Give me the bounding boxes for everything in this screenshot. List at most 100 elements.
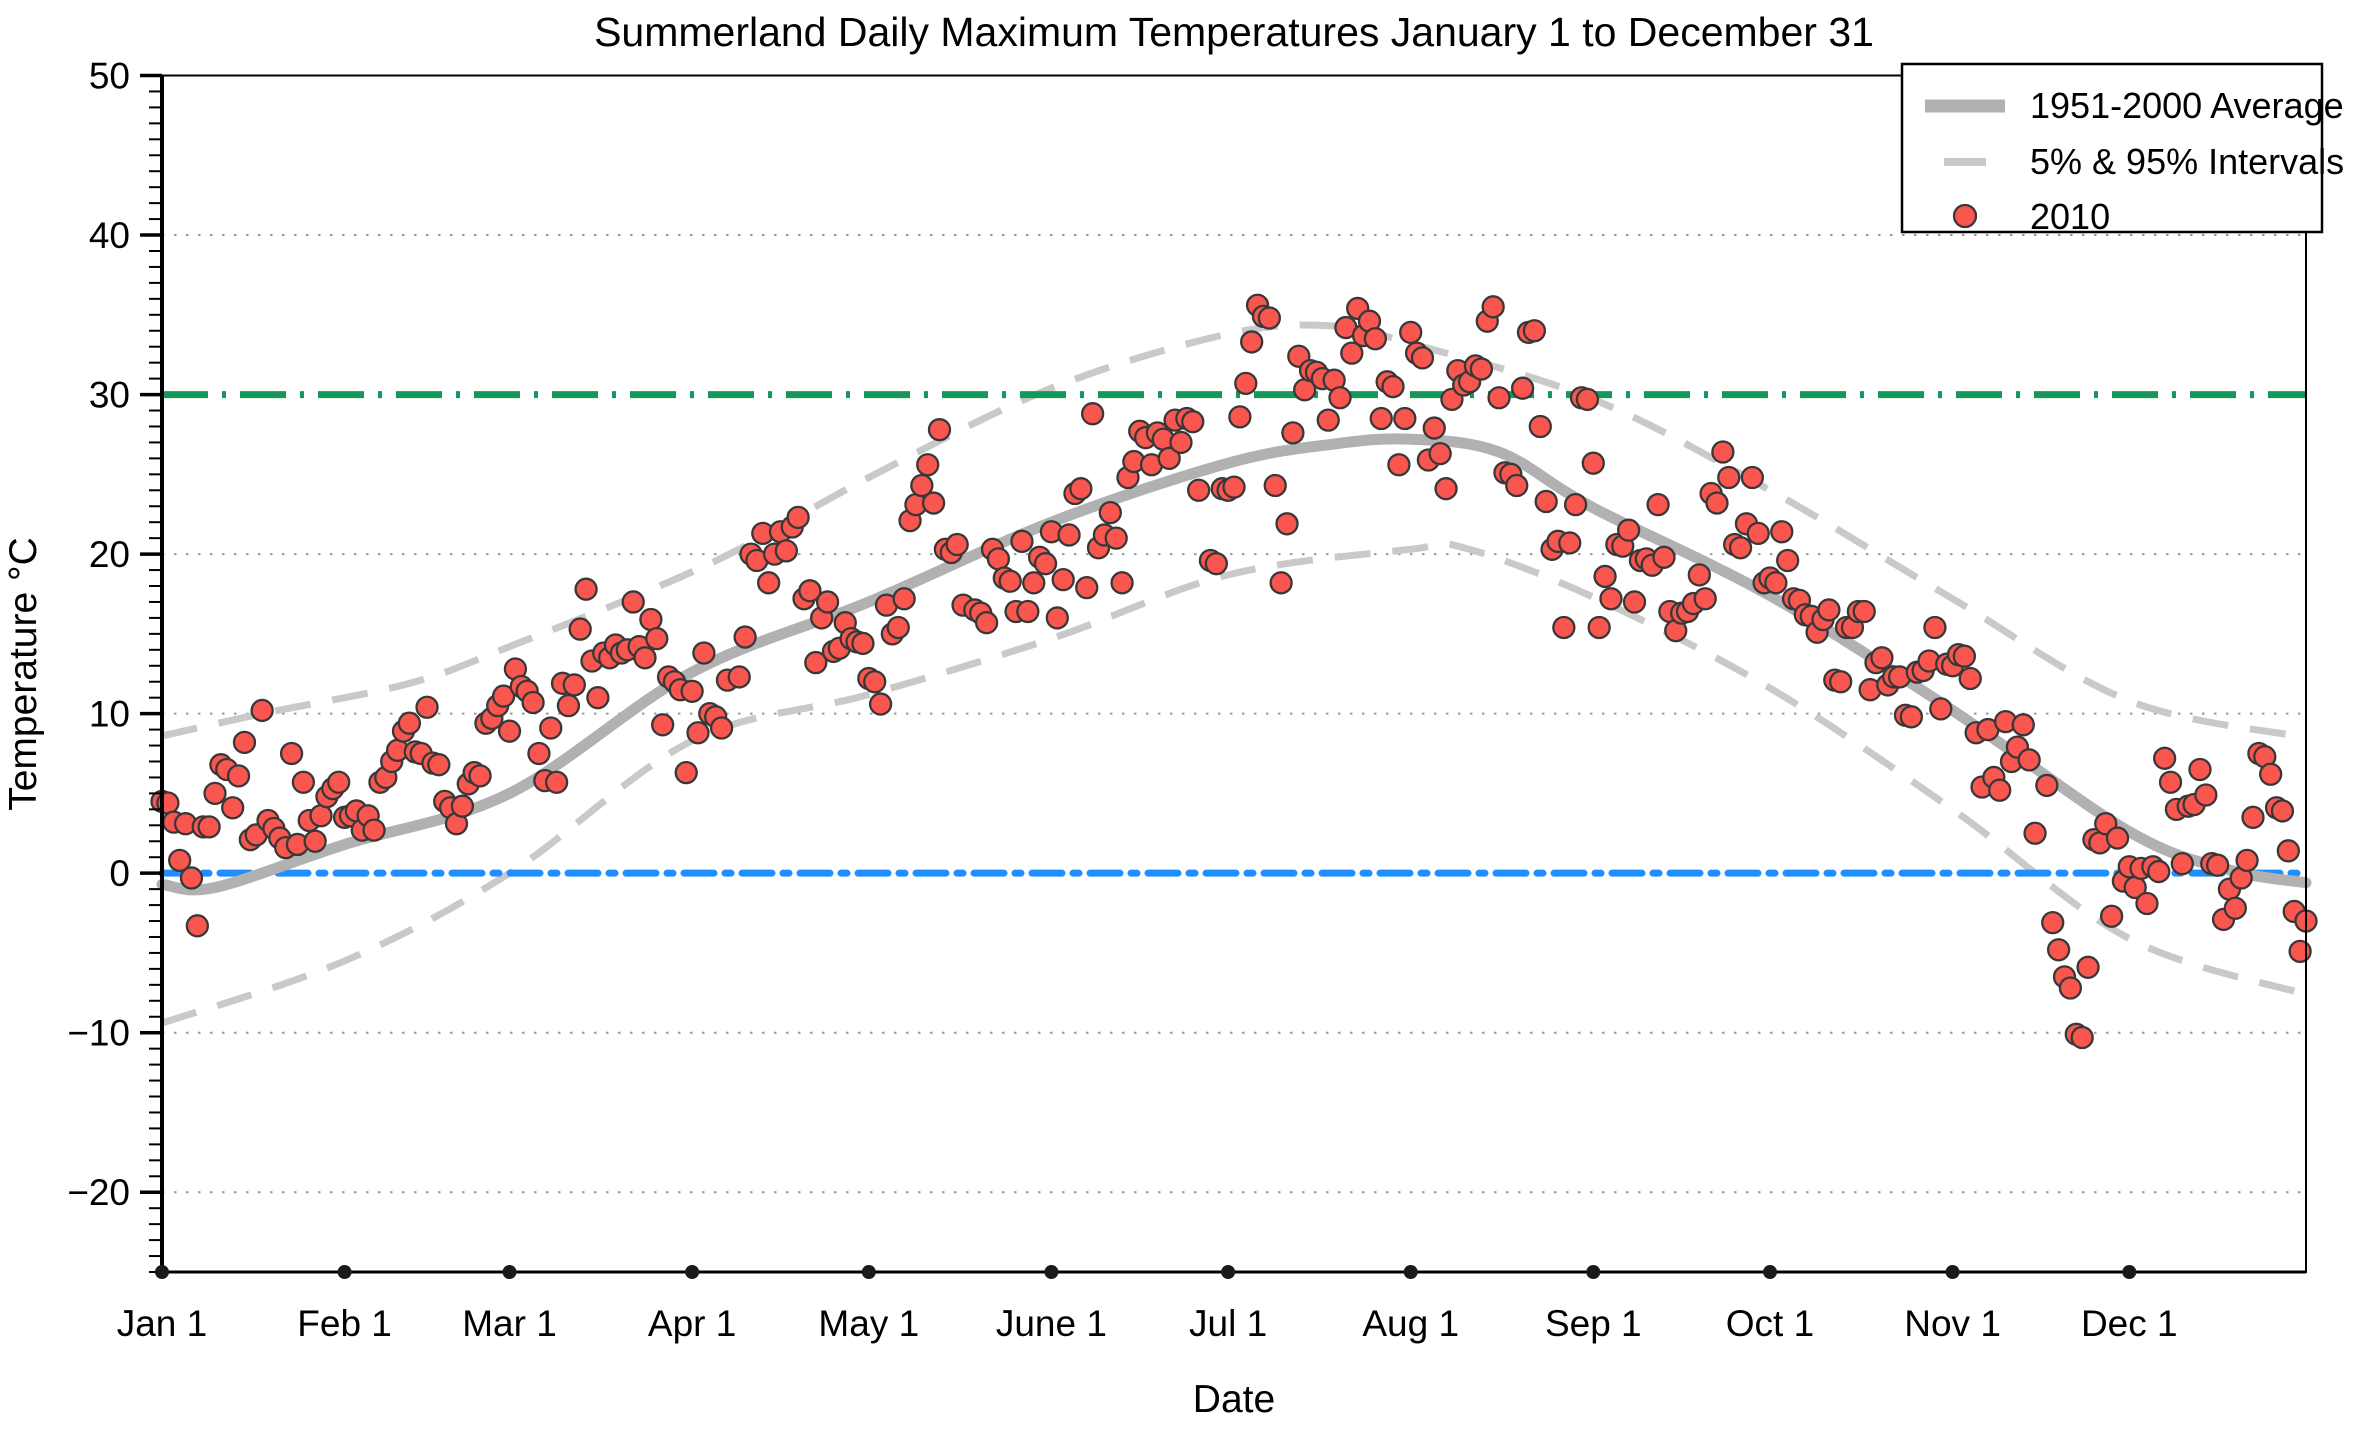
scatter-point-2010 bbox=[1599, 587, 1623, 611]
scatter-point-2010 bbox=[974, 611, 999, 635]
scatter-point-2010 bbox=[2241, 805, 2265, 829]
scatter-point-2010 bbox=[1263, 473, 1287, 498]
y-tick-label: −10 bbox=[67, 1013, 130, 1054]
scatter-point-2010 bbox=[468, 764, 492, 788]
scatter-point-2010 bbox=[2017, 748, 2041, 772]
scatter-point-2010 bbox=[415, 695, 439, 719]
scatter-point-2010 bbox=[1080, 402, 1105, 426]
scatter-point-2010 bbox=[232, 730, 257, 754]
scatter-point-2010 bbox=[2035, 773, 2059, 798]
scatter-point-2010 bbox=[2270, 799, 2295, 823]
scatter-point-2010 bbox=[1563, 492, 1588, 517]
scatter-point-2010 bbox=[2070, 1025, 2094, 1050]
scatter-point-2010 bbox=[1340, 341, 1364, 365]
scatter-point-2010 bbox=[2105, 826, 2130, 850]
scatter-point-2010 bbox=[2205, 853, 2230, 877]
scatter-point-2010 bbox=[1728, 536, 1753, 560]
scatter-point-2010 bbox=[1069, 477, 1093, 501]
scatter-point-2010 bbox=[2023, 821, 2047, 845]
scatter-point-2010 bbox=[1045, 606, 1069, 630]
scatter-point-2010 bbox=[1022, 571, 1046, 595]
scatter-point-2010 bbox=[1776, 548, 1800, 573]
scatter-point-2010 bbox=[892, 587, 916, 611]
scatter-point-2010 bbox=[645, 627, 669, 651]
scatter-point-2010 bbox=[1481, 295, 1505, 319]
legend-label-2010: 2010 bbox=[2030, 196, 2110, 237]
scatter-point-2010 bbox=[709, 716, 734, 740]
scatter-point-2010 bbox=[291, 770, 316, 794]
scatter-point-2010 bbox=[1952, 644, 1977, 668]
scatter-point-2010 bbox=[2223, 896, 2247, 920]
scatter-point-2010 bbox=[1870, 646, 1894, 670]
scatter-point-2010 bbox=[1487, 386, 1511, 410]
scatter-point-2010 bbox=[1393, 406, 1417, 431]
scatter-point-2010 bbox=[1257, 306, 1281, 330]
x-tick-dot bbox=[1763, 1265, 1777, 1279]
scatter-point-2010 bbox=[1575, 387, 1600, 412]
x-tick-label: Aug 1 bbox=[1362, 1303, 1459, 1344]
legend: 1951-2000 Average 5% & 95% Intervals 201… bbox=[1900, 62, 2344, 237]
y-tick-label: 10 bbox=[89, 694, 130, 735]
scatter-point-2010 bbox=[633, 646, 657, 670]
scatter-point-2010 bbox=[639, 607, 663, 632]
scatter-point-2010 bbox=[539, 716, 563, 740]
x-tick-dot bbox=[337, 1265, 352, 1279]
scatter-point-2010 bbox=[544, 770, 569, 794]
scatter-point-2010 bbox=[574, 577, 598, 601]
scatter-point-2010 bbox=[1428, 441, 1452, 466]
average-line bbox=[156, 433, 2312, 896]
x-tick-dot bbox=[1403, 1265, 1418, 1279]
scatter-point-2010 bbox=[1269, 571, 1293, 595]
scatter-point-2010 bbox=[2276, 839, 2300, 863]
scatter-point-2010 bbox=[1057, 523, 1081, 547]
scatter-point-2010 bbox=[1204, 552, 1228, 576]
scatter-point-2010 bbox=[1275, 512, 1299, 536]
x-tick-dot bbox=[1586, 1265, 1601, 1279]
scatter-point-2010 bbox=[1522, 319, 1547, 343]
scatter-point-2010 bbox=[1187, 478, 1211, 502]
scatter-point-2010 bbox=[916, 453, 940, 477]
scatter-point-2010 bbox=[2011, 713, 2035, 737]
scatter-point-2010 bbox=[2152, 746, 2177, 770]
scatter-point-2010 bbox=[1387, 453, 1411, 477]
scatter-point-2010 bbox=[851, 631, 875, 656]
legend-label-intervals: 5% & 95% Intervals bbox=[2030, 141, 2344, 182]
scatter-point-2010 bbox=[2158, 770, 2183, 794]
scatter-point-2010 bbox=[815, 590, 840, 614]
scatter-point-2010 bbox=[1829, 670, 1853, 694]
scatter-point-2010 bbox=[250, 698, 274, 723]
scatter-point-2010 bbox=[1434, 477, 1458, 501]
legend-2010-dot-icon bbox=[1952, 203, 1978, 229]
y-tick-label: 30 bbox=[89, 375, 130, 416]
x-tick-label: Jan 1 bbox=[117, 1303, 208, 1344]
scatter-point-2010 bbox=[1646, 492, 1670, 517]
scatter-point-2010 bbox=[1587, 615, 1611, 640]
scatter-point-2010 bbox=[1717, 465, 1741, 490]
scatter-point-2010 bbox=[221, 796, 245, 820]
scatter-point-2010 bbox=[1593, 564, 1617, 589]
legend-box bbox=[1900, 62, 2324, 234]
scatter-point-2010 bbox=[945, 532, 969, 557]
scatter-point-2010 bbox=[910, 473, 934, 498]
scatter-point-2010 bbox=[998, 569, 1022, 593]
scatter-point-2010 bbox=[2170, 851, 2194, 876]
scatter-point-2010 bbox=[774, 539, 799, 563]
scatter-point-2010 bbox=[1852, 599, 1876, 624]
scatter-point-2010 bbox=[1410, 346, 1435, 370]
scatter-point-2010 bbox=[1740, 465, 1764, 490]
scatter-point-2010 bbox=[680, 679, 704, 703]
scatter-point-2010 bbox=[757, 571, 781, 595]
scatter-point-2010 bbox=[1381, 374, 1405, 399]
scatter-point-2010 bbox=[733, 625, 757, 649]
scatter-point-2010 bbox=[450, 794, 475, 818]
scatter-point-2010 bbox=[674, 761, 698, 785]
scatter-point-2010 bbox=[1016, 599, 1040, 624]
scatter-point-2010 bbox=[521, 690, 545, 715]
scatter-point-2010 bbox=[179, 866, 204, 890]
x-tick-label: May 1 bbox=[818, 1303, 919, 1344]
scatter-point-2010 bbox=[786, 505, 810, 530]
x-tick-dot bbox=[1221, 1265, 1236, 1279]
